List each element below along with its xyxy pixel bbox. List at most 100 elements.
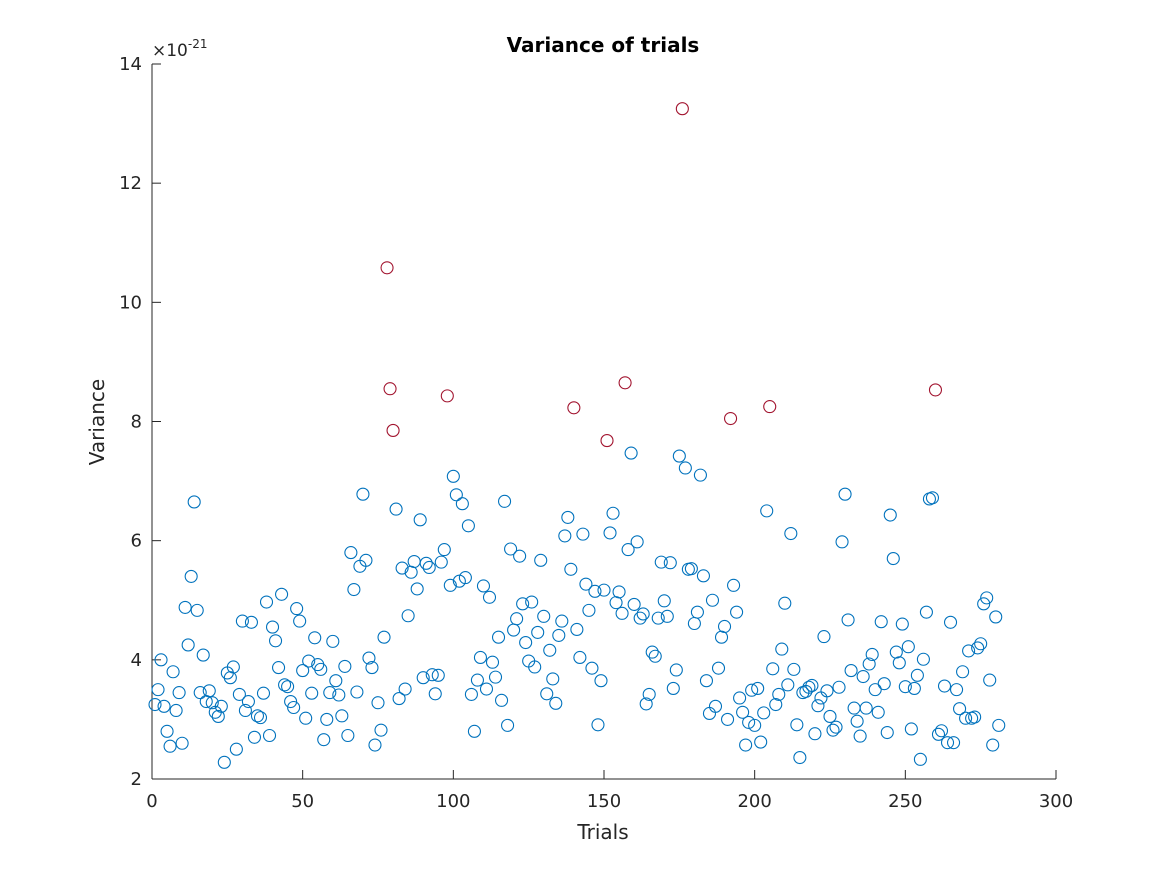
data-point [959,711,973,725]
data-point [262,728,277,743]
data-point [323,686,337,700]
data-point [633,611,647,625]
data-point [705,593,720,607]
data-point [488,670,503,684]
y-exponent-power: -21 [188,37,208,51]
data-point [437,543,451,557]
data-point [663,556,677,570]
data-point [458,571,472,585]
data-point [582,603,596,617]
data-point [151,683,165,697]
data-point [555,614,569,628]
data-point [711,661,726,675]
data-point [823,709,837,723]
data-point [612,585,626,599]
data-point [561,510,575,524]
data-point [736,705,750,719]
data-point [431,668,445,682]
data-point [588,584,602,598]
x-tick-label: 200 [737,791,771,812]
data-point [160,724,174,738]
y-tick-label: 4 [131,650,142,671]
data-point [365,661,379,675]
data-point [898,680,912,694]
data-point [793,750,807,765]
data-point [368,738,382,752]
data-point [244,615,258,629]
data-point [443,578,457,592]
data-point [154,653,168,667]
data-point [525,595,539,609]
data-point [642,687,656,701]
outlier-point [440,389,454,403]
data-point [832,680,846,694]
data-point [335,709,349,723]
data-point [229,742,243,756]
data-point [714,630,729,644]
x-tick-label: 300 [1039,791,1073,812]
data-point [983,673,997,687]
data-point [238,703,252,718]
data-point [751,681,765,695]
data-point [871,705,885,719]
data-point [278,678,292,692]
y-exponent-base: ×10 [152,41,188,61]
data-point [968,710,982,724]
data-point [359,553,373,567]
data-point [320,712,334,726]
data-point [317,733,331,747]
data-point [672,449,686,463]
y-tick-label: 12 [119,173,142,194]
chart-title: Variance of trials [507,33,700,57]
x-axis-ticks: 0 50 100 150 200 250 300 [146,770,1073,812]
data-point [510,612,524,626]
data-point [913,752,927,766]
data-point [702,706,717,721]
data-point [392,692,406,706]
data-point [989,610,1003,624]
data-point [148,697,162,712]
data-point [528,660,542,674]
data-point [937,679,952,693]
outlier-point [675,102,689,116]
data-point [332,688,346,702]
data-point [727,578,741,592]
data-point [859,701,873,715]
data-point [401,609,415,623]
data-point [666,681,680,695]
data-point [627,597,641,611]
data-point [265,620,280,634]
data-point [901,640,915,654]
data-point [805,678,819,693]
data-point [597,583,611,597]
data-point [883,508,897,522]
data-point [350,685,364,699]
outlier-point [380,261,394,275]
data-point [739,738,753,752]
data-point [256,686,271,700]
data-point [717,619,732,634]
data-point [196,648,210,662]
data-point [172,686,186,700]
data-point [862,657,876,671]
data-point [669,663,683,677]
data-point [775,642,789,656]
data-point [895,617,909,631]
data-point [166,665,180,679]
data-point [696,569,710,583]
data-point [290,602,304,616]
y-tick-label: 10 [119,292,142,313]
data-point [778,596,792,610]
outlier-point [600,434,614,448]
data-point [371,696,385,710]
data-point [657,594,671,608]
data-point [748,718,762,732]
data-point [865,647,879,662]
outlier-point [383,382,397,396]
data-point [974,637,988,651]
outlier-point [763,400,777,414]
data-point [660,609,674,623]
data-point [281,680,295,694]
data-point [425,668,439,682]
data-point [464,687,478,701]
